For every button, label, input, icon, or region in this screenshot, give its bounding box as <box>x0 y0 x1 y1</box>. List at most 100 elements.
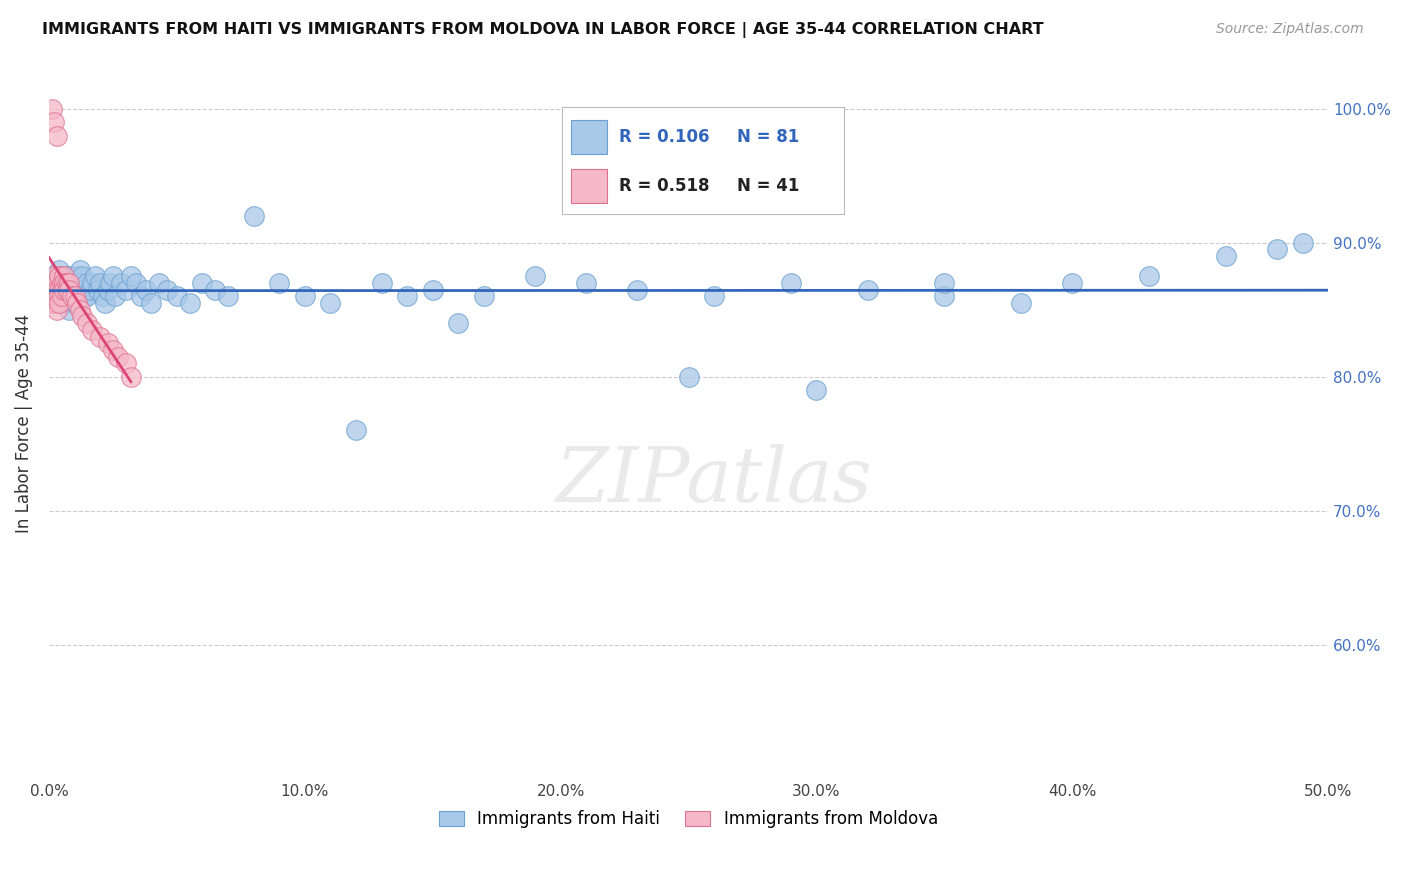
Point <box>69 302 91 317</box>
Point <box>51 289 73 303</box>
Point <box>42 283 65 297</box>
Point <box>678 369 700 384</box>
Point <box>48 283 70 297</box>
Point <box>48 289 70 303</box>
Text: IMMIGRANTS FROM HAITI VS IMMIGRANTS FROM MOLDOVA IN LABOR FORCE | AGE 35-44 CORR: IMMIGRANTS FROM HAITI VS IMMIGRANTS FROM… <box>42 22 1043 38</box>
Point <box>294 289 316 303</box>
Point <box>156 283 179 297</box>
Point <box>269 276 291 290</box>
Point <box>344 424 367 438</box>
Point <box>135 283 157 297</box>
Point <box>42 269 65 284</box>
Point <box>934 289 956 303</box>
Point <box>1062 276 1084 290</box>
Point <box>48 262 70 277</box>
Point <box>86 283 108 297</box>
Point <box>101 269 124 284</box>
Point <box>703 289 725 303</box>
Point <box>319 296 342 310</box>
Point <box>148 276 170 290</box>
Point <box>45 283 67 297</box>
Bar <box>571 169 607 203</box>
Point <box>70 310 93 324</box>
Point <box>41 289 63 303</box>
Point <box>45 276 67 290</box>
Point <box>84 269 107 284</box>
Point <box>120 369 142 384</box>
Point <box>79 283 101 297</box>
Point <box>396 289 419 303</box>
Point <box>204 283 226 297</box>
Point <box>56 276 79 290</box>
Point <box>120 269 142 284</box>
Point <box>63 289 86 303</box>
Point <box>60 269 83 284</box>
Text: Source: ZipAtlas.com: Source: ZipAtlas.com <box>1216 22 1364 37</box>
Point <box>41 276 63 290</box>
Point <box>41 102 63 116</box>
Point <box>1010 296 1032 310</box>
Point <box>76 316 98 330</box>
Point <box>48 269 70 284</box>
Point <box>66 296 89 310</box>
Point <box>166 289 188 303</box>
Point <box>45 128 67 143</box>
Point <box>53 289 76 303</box>
Point <box>51 283 73 297</box>
Point <box>114 283 136 297</box>
Point <box>89 276 111 290</box>
Point <box>48 276 70 290</box>
Point <box>242 209 264 223</box>
Point <box>1291 235 1313 250</box>
Text: N = 81: N = 81 <box>737 128 799 146</box>
Point <box>42 276 65 290</box>
Point <box>51 276 73 290</box>
Point <box>524 269 547 284</box>
Text: R = 0.106: R = 0.106 <box>619 128 709 146</box>
Point <box>56 283 79 297</box>
Point <box>125 276 148 290</box>
Point <box>51 296 73 310</box>
Point <box>63 296 86 310</box>
Point <box>45 302 67 317</box>
Point <box>66 269 89 284</box>
Point <box>780 276 803 290</box>
Point <box>76 289 98 303</box>
Point <box>56 283 79 297</box>
Point <box>934 276 956 290</box>
Text: N = 41: N = 41 <box>737 178 799 195</box>
Text: R = 0.518: R = 0.518 <box>619 178 709 195</box>
Point <box>56 296 79 310</box>
Point <box>179 296 201 310</box>
Point <box>82 323 104 337</box>
Point <box>45 289 67 303</box>
Point <box>58 289 80 303</box>
Point <box>806 383 828 397</box>
Point <box>73 289 96 303</box>
Point <box>60 283 83 297</box>
Point <box>1215 249 1237 263</box>
Point <box>69 276 91 290</box>
Point <box>82 276 104 290</box>
Point <box>626 283 648 297</box>
Point <box>48 296 70 310</box>
Point <box>66 283 89 297</box>
Point <box>60 289 83 303</box>
Y-axis label: In Labor Force | Age 35-44: In Labor Force | Age 35-44 <box>15 314 32 533</box>
Point <box>1265 243 1288 257</box>
Point <box>107 350 129 364</box>
Point <box>42 296 65 310</box>
Point <box>51 269 73 284</box>
Point <box>422 283 444 297</box>
Point <box>129 289 152 303</box>
Point <box>89 329 111 343</box>
Point <box>447 316 470 330</box>
Point <box>97 336 120 351</box>
Point <box>51 283 73 297</box>
Point <box>114 356 136 370</box>
Point <box>53 276 76 290</box>
Point <box>41 296 63 310</box>
Text: ZIPatlas: ZIPatlas <box>555 443 873 517</box>
Point <box>91 289 114 303</box>
Point <box>53 269 76 284</box>
